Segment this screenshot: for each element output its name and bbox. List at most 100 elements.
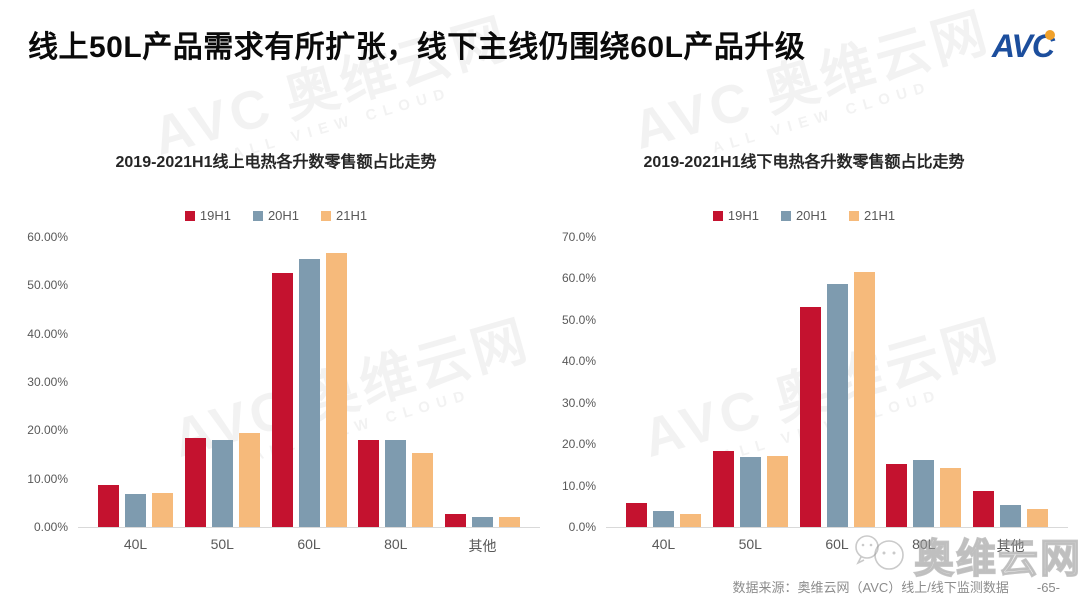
bar-21H1-50L: [238, 433, 260, 527]
bar-20H1-60L: [826, 283, 848, 527]
bar-21H1-40L: [680, 513, 701, 527]
bars: [973, 237, 1048, 527]
plot-online: 40L 50L 60L 80L 其他: [78, 237, 540, 554]
legend-item-21H1: 21H1: [849, 208, 895, 223]
footer: 数据来源：奥维云网（AVC）线上/线下监测数据 -65-: [732, 577, 1060, 596]
x-category-label: 40L: [123, 536, 148, 552]
chart-offline: 2019-2021H1线下电热各升数零售额占比走势 19H1 20H1 21H1 0…: [540, 148, 1068, 554]
bars: [98, 237, 173, 527]
bars: [271, 237, 347, 527]
legend-label: 21H1: [864, 208, 896, 223]
chart-online: 2019-2021H1线上电热各升数零售额占比走势 19H1 20H1 21H1 0…: [12, 148, 540, 554]
legend-item-19H1: 19H1: [712, 208, 759, 223]
legend-item-20H1: 20H1: [780, 208, 828, 223]
bar-20H1-80L: [385, 440, 407, 527]
bar-group-80L: 80L: [358, 237, 434, 552]
bar-19H1-60L: [271, 273, 293, 527]
legend-swatch-19H1: [712, 210, 723, 221]
bar-20H1-50L: [211, 440, 233, 527]
legend-label: 20H1: [795, 208, 828, 223]
legend-swatch-21H1: [321, 210, 332, 221]
x-category-label: 50L: [210, 536, 234, 552]
bar-20H1-50L: [739, 457, 761, 527]
chat-bubbles-icon: [852, 533, 910, 578]
bar-21H1-其他: [499, 516, 520, 527]
bar-19H1-其他: [973, 491, 994, 527]
y-tick: 10.00%: [27, 471, 68, 486]
x-category-label: 60L: [297, 536, 321, 552]
bar-20H1-60L: [298, 258, 320, 527]
bar-21H1-80L: [412, 452, 434, 527]
legend-swatch-19H1: [184, 210, 195, 221]
y-tick: 50.0%: [561, 312, 596, 327]
bar-21H1-60L: [325, 253, 347, 527]
y-axis-online: 0.00% 10.00% 20.00% 30.00% 40.00% 50.00% 60.00…: [12, 230, 78, 534]
y-tick: 50.00%: [27, 278, 68, 293]
y-tick: 60.0%: [561, 271, 596, 286]
bar-group-其他: 其他: [445, 237, 520, 554]
legend-item-20H1: 20H1: [252, 208, 300, 223]
bar-19H1-50L: [184, 438, 206, 527]
bar-20H1-40L: [125, 493, 146, 527]
bar-21H1-50L: [766, 456, 788, 527]
y-tick: 0.0%: [568, 520, 596, 534]
bar-20H1-80L: [913, 460, 935, 527]
avc-logo: AVC: [991, 28, 1055, 64]
charts-row: 2019-2021H1线上电热各升数零售额占比走势 19H1 20H1 21H1 0…: [12, 148, 1068, 554]
y-tick: 30.00%: [27, 375, 68, 389]
y-tick: 10.0%: [561, 478, 596, 493]
y-tick: 60.00%: [27, 230, 68, 244]
y-axis-offline: 0.0% 10.0% 20.0% 30.0% 40.0% 50.0% 60.0% 70.0%: [540, 230, 606, 534]
legend-label: 19H1: [727, 208, 759, 223]
bar-20H1-40L: [653, 510, 674, 527]
plot-area-online: 0.00% 10.00% 20.00% 30.00% 40.00% 50.00% 60.00…: [12, 230, 540, 554]
bar-19H1-50L: [712, 450, 734, 527]
bars: [886, 237, 962, 527]
bar-group-其他: 其他: [973, 237, 1048, 554]
legend-offline: 19H1 20H1 21H1: [540, 208, 1068, 223]
bars: [799, 237, 875, 527]
bar-19H1-40L: [626, 502, 647, 527]
bar-21H1-60L: [853, 272, 875, 527]
legend-swatch-20H1: [780, 210, 791, 221]
legend-label: 19H1: [199, 208, 231, 223]
plot-area-offline: 0.0% 10.0% 20.0% 30.0% 40.0% 50.0% 60.0% 70.0% …: [540, 230, 1068, 554]
bar-group-50L: 50L: [184, 237, 260, 552]
bar-20H1-其他: [1000, 505, 1021, 527]
bar-group-40L: 40L: [98, 237, 173, 552]
y-tick: 30.0%: [561, 395, 596, 410]
bar-group-40L: 40L: [626, 237, 701, 552]
bar-19H1-80L: [886, 463, 908, 527]
legend-online: 19H1 20H1 21H1: [12, 208, 540, 223]
bar-21H1-40L: [152, 493, 173, 527]
legend-label: 21H1: [336, 208, 368, 223]
bars: [184, 237, 260, 527]
bar-20H1-其他: [472, 517, 493, 527]
legend-item-21H1: 21H1: [321, 208, 367, 223]
avc-logo-text: AVC: [991, 28, 1055, 64]
watermark-bottom-right: 奥维云网: [852, 526, 1080, 584]
y-tick: 20.00%: [27, 423, 68, 438]
bar-group-60L: 60L: [271, 237, 347, 552]
legend-swatch-21H1: [849, 210, 860, 221]
plot-offline: 40L 50L 60L 80L 其他: [606, 237, 1068, 554]
y-tick: 40.00%: [27, 326, 68, 341]
bars: [626, 237, 701, 527]
legend-item-19H1: 19H1: [184, 208, 231, 223]
bar-21H1-80L: [940, 468, 962, 527]
x-category-label: 80L: [384, 536, 408, 552]
bar-group-60L: 60L: [799, 237, 875, 552]
y-tick: 70.0%: [561, 230, 596, 244]
x-category-label: 其他: [996, 538, 1025, 554]
bar-19H1-40L: [98, 484, 119, 527]
bars: [712, 237, 788, 527]
page-number: -65-: [1036, 580, 1060, 595]
x-category-label: 60L: [825, 536, 849, 552]
bars: [445, 237, 520, 527]
y-tick: 40.0%: [561, 354, 596, 369]
legend-label: 20H1: [267, 208, 300, 223]
bar-21H1-其他: [1027, 508, 1048, 527]
bar-19H1-80L: [358, 440, 380, 527]
x-category-label: 其他: [468, 538, 497, 554]
